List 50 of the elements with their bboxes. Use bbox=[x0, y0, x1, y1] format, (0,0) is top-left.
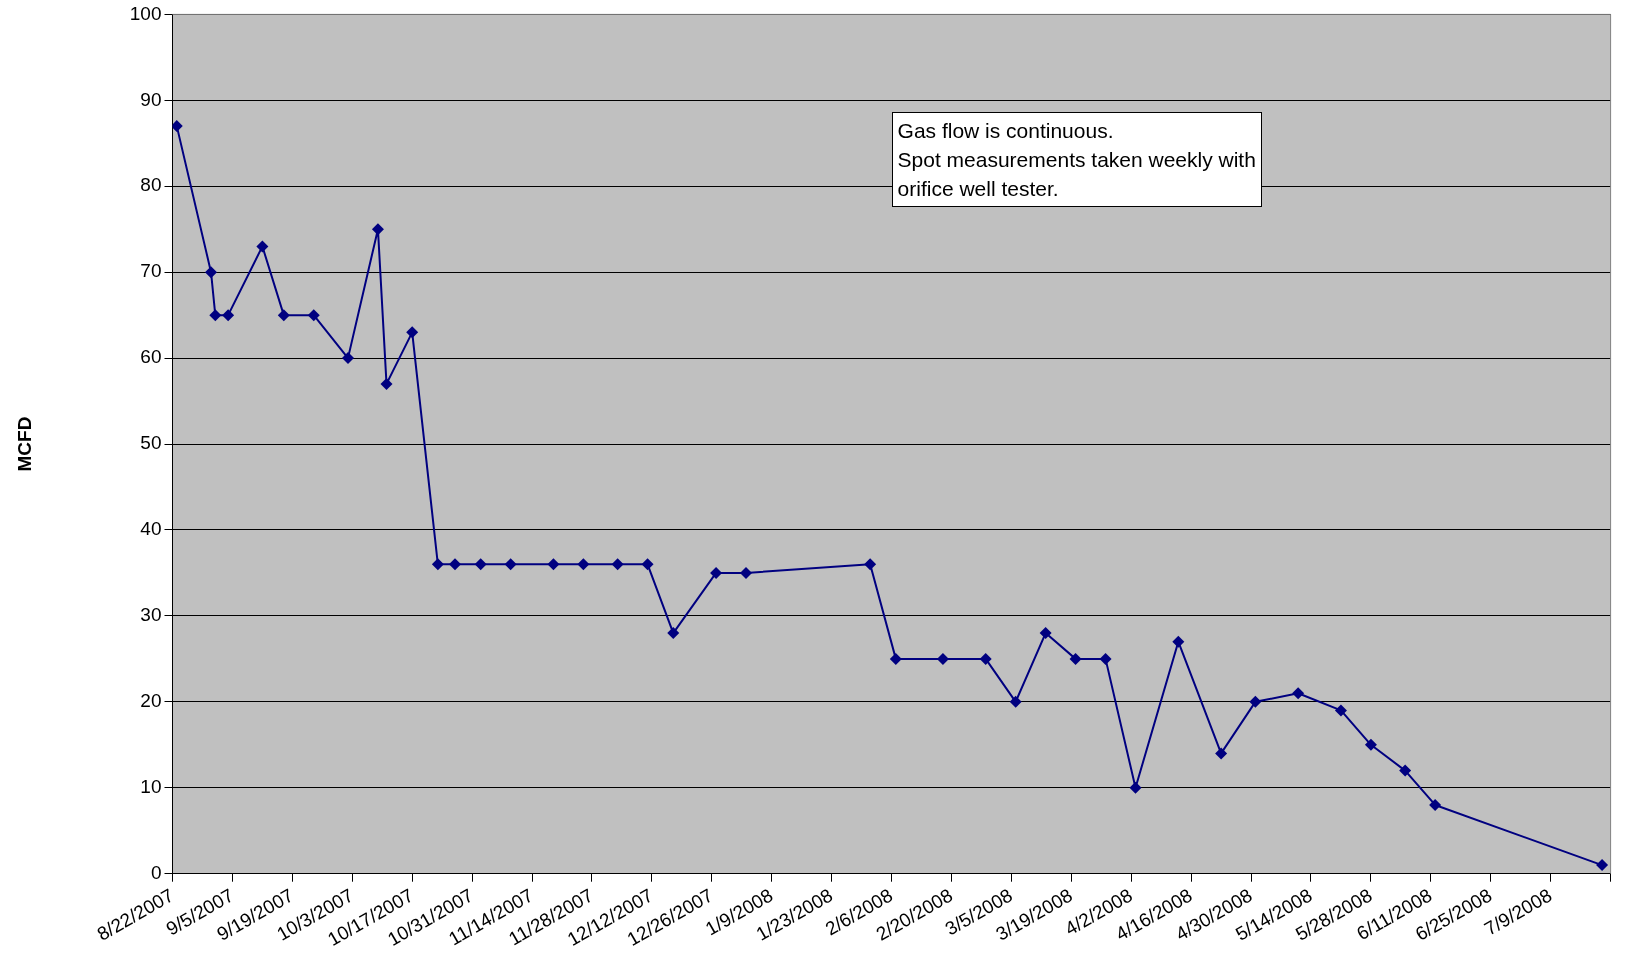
point bbox=[1292, 687, 1305, 700]
point bbox=[1009, 695, 1022, 708]
y-tick-label: 80 bbox=[140, 174, 162, 196]
y-tick-label: 30 bbox=[140, 604, 162, 626]
point bbox=[307, 309, 320, 322]
point bbox=[205, 266, 218, 279]
point bbox=[740, 566, 753, 579]
point bbox=[1069, 652, 1082, 665]
point bbox=[1129, 781, 1142, 794]
point bbox=[1215, 747, 1228, 760]
point bbox=[448, 558, 461, 571]
y-tick-label: 40 bbox=[140, 518, 162, 540]
point bbox=[1172, 635, 1185, 648]
point bbox=[277, 309, 290, 322]
point bbox=[1399, 764, 1412, 777]
point bbox=[889, 652, 902, 665]
point bbox=[667, 627, 680, 640]
y-tick-label: 0 bbox=[150, 861, 162, 883]
y-tick-label: 50 bbox=[140, 432, 162, 454]
point bbox=[209, 309, 222, 322]
y-tick-label: 20 bbox=[140, 690, 162, 712]
point bbox=[504, 558, 517, 571]
point bbox=[547, 558, 560, 571]
y-tick-label: 10 bbox=[140, 776, 162, 798]
y-tick-label: 90 bbox=[140, 88, 162, 110]
point bbox=[1099, 652, 1112, 665]
point bbox=[474, 558, 487, 571]
point bbox=[1429, 798, 1442, 811]
point bbox=[341, 352, 354, 365]
y-axis-title: MCFD bbox=[13, 416, 35, 472]
point bbox=[641, 558, 654, 571]
point bbox=[1039, 627, 1052, 640]
point bbox=[406, 326, 419, 339]
point bbox=[380, 377, 393, 390]
point bbox=[431, 558, 444, 571]
point bbox=[864, 558, 877, 571]
point bbox=[222, 309, 235, 322]
point bbox=[1364, 738, 1377, 751]
y-tick-label: 70 bbox=[140, 260, 162, 282]
y-tick-label: 60 bbox=[140, 346, 162, 368]
annotation: Gas flow is continuous. Spot measurements taken weekly with orifice well tester. bbox=[891, 112, 1262, 208]
point bbox=[577, 558, 590, 571]
point bbox=[172, 120, 183, 133]
point bbox=[1596, 859, 1609, 872]
point bbox=[1334, 704, 1347, 717]
point bbox=[1249, 695, 1262, 708]
point bbox=[611, 558, 624, 571]
point bbox=[256, 240, 269, 253]
point bbox=[979, 652, 992, 665]
y-tick-label: 100 bbox=[129, 2, 162, 24]
